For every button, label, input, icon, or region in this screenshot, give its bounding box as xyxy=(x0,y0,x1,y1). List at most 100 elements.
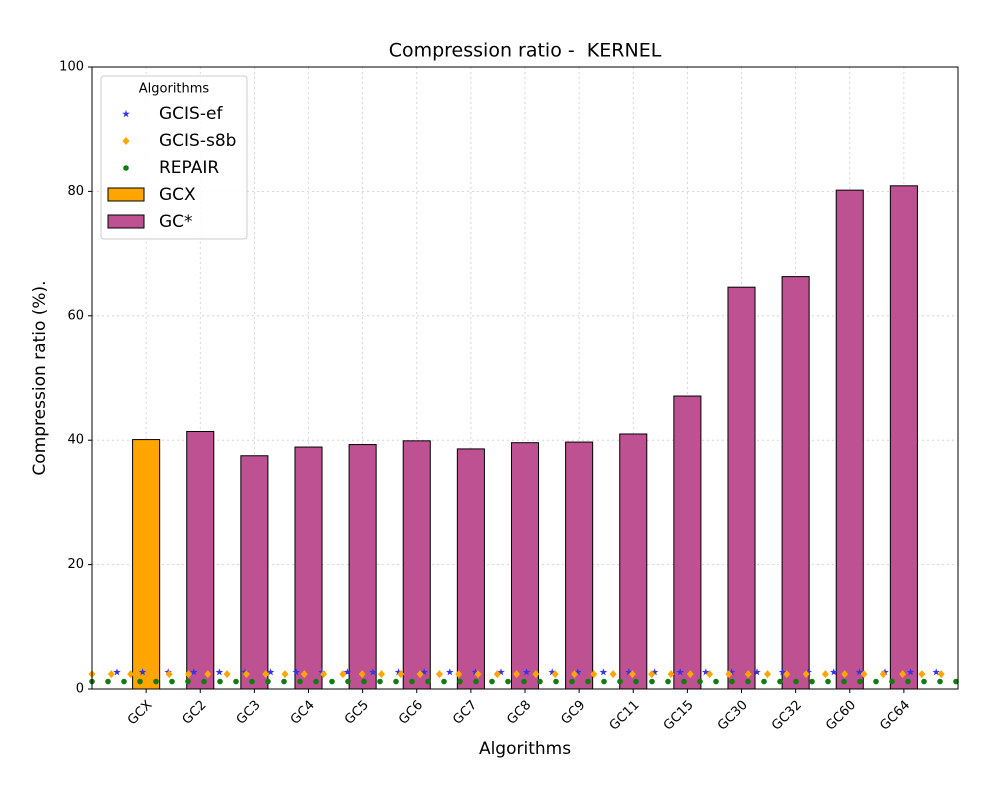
circle-marker xyxy=(921,678,927,685)
diamond-marker xyxy=(841,670,849,679)
bar xyxy=(619,433,648,690)
star-marker xyxy=(446,668,454,676)
x-tick-label: GC9 xyxy=(558,698,588,728)
star-marker xyxy=(266,668,275,676)
star-marker xyxy=(625,668,633,676)
diamond-marker xyxy=(204,670,212,679)
star-marker xyxy=(830,668,838,676)
circle-marker xyxy=(361,678,367,685)
diamond-marker xyxy=(242,670,250,679)
x-tick-label: GC64 xyxy=(877,698,913,734)
circle-marker xyxy=(313,678,319,685)
diamond-marker xyxy=(281,670,289,679)
diamond-marker xyxy=(821,670,829,679)
x-tick-label: GC8 xyxy=(504,698,534,728)
star-marker xyxy=(906,668,915,676)
star-marker xyxy=(113,668,121,676)
bar xyxy=(510,442,540,690)
circle-marker xyxy=(601,678,607,685)
diamond-marker xyxy=(223,670,231,679)
y-axis-label: Compression ratio (%). xyxy=(30,280,50,475)
diamond-marker xyxy=(686,670,694,679)
circle-marker xyxy=(123,165,129,171)
diamond-marker xyxy=(455,670,463,679)
circle-marker xyxy=(185,678,191,685)
circle-marker xyxy=(169,678,175,685)
star-marker xyxy=(138,668,147,676)
circle-marker xyxy=(825,678,831,685)
circle-marker xyxy=(441,678,447,685)
legend-label: GCIS-s8b xyxy=(159,131,236,151)
diamond-marker xyxy=(300,670,308,679)
diamond-marker xyxy=(146,670,154,679)
y-tick-label: 60 xyxy=(67,308,84,323)
circle-marker xyxy=(553,678,559,685)
diamond-marker xyxy=(416,670,424,679)
circle-marker xyxy=(281,678,287,685)
x-tick-label: GC11 xyxy=(607,698,643,734)
star-marker xyxy=(855,668,864,676)
diamond-marker xyxy=(744,670,752,679)
star-marker xyxy=(215,668,224,676)
star-marker xyxy=(343,668,352,676)
circle-marker xyxy=(409,678,415,685)
star-marker xyxy=(932,668,940,676)
circle-marker xyxy=(265,678,271,685)
bar xyxy=(348,444,377,690)
x-tick-label: GC15 xyxy=(661,698,697,734)
diamond-marker xyxy=(628,670,636,679)
circle-marker xyxy=(329,678,335,685)
star-marker xyxy=(318,668,326,676)
diamond-marker xyxy=(899,670,907,679)
circle-marker xyxy=(633,678,639,685)
y-tick-label: 20 xyxy=(67,557,84,572)
star-marker xyxy=(804,668,812,676)
legend-title: Algorithms xyxy=(139,82,210,97)
diamond-marker xyxy=(571,670,578,679)
diamond-marker xyxy=(378,670,385,679)
circle-marker xyxy=(617,678,623,685)
plot-frame xyxy=(91,66,959,690)
diamond-marker xyxy=(802,670,810,679)
diamond-marker xyxy=(107,670,115,679)
star-marker xyxy=(881,668,889,676)
star-marker xyxy=(676,668,684,676)
diamond-marker xyxy=(860,670,868,679)
circle-marker xyxy=(201,678,207,685)
circle-marker xyxy=(505,678,511,685)
star-marker xyxy=(753,668,761,676)
diamond-marker xyxy=(590,670,598,679)
x-tick-label: GC7 xyxy=(450,698,480,728)
diamond-marker xyxy=(435,670,443,679)
diamond-marker xyxy=(339,670,347,679)
chart-title: Compression ratio - KERNEL xyxy=(389,40,662,62)
x-tick-label: GC60 xyxy=(823,698,859,734)
star-marker xyxy=(497,668,505,676)
bar xyxy=(186,430,215,690)
circle-marker xyxy=(489,678,495,685)
circle-marker xyxy=(745,678,751,685)
star-marker xyxy=(394,668,403,676)
star-marker xyxy=(599,668,608,676)
circle-marker xyxy=(841,678,847,685)
diamond-marker xyxy=(122,137,130,145)
bar xyxy=(727,286,756,690)
circle-marker xyxy=(297,678,303,685)
circle-marker xyxy=(729,678,735,685)
x-tick-label: GCX xyxy=(125,698,156,729)
diamond-marker xyxy=(783,670,791,679)
circle-marker xyxy=(569,678,575,685)
diamond-marker xyxy=(937,670,945,679)
circle-marker xyxy=(537,678,543,685)
diamond-marker xyxy=(493,670,501,679)
diamond-marker xyxy=(127,670,135,679)
bar xyxy=(781,276,810,690)
circle-marker xyxy=(953,678,959,685)
circle-marker xyxy=(217,678,223,685)
circle-marker xyxy=(393,678,399,685)
circle-marker xyxy=(377,678,383,685)
diamond-marker xyxy=(262,670,270,679)
circle-marker xyxy=(713,678,719,685)
circle-marker xyxy=(249,678,255,685)
